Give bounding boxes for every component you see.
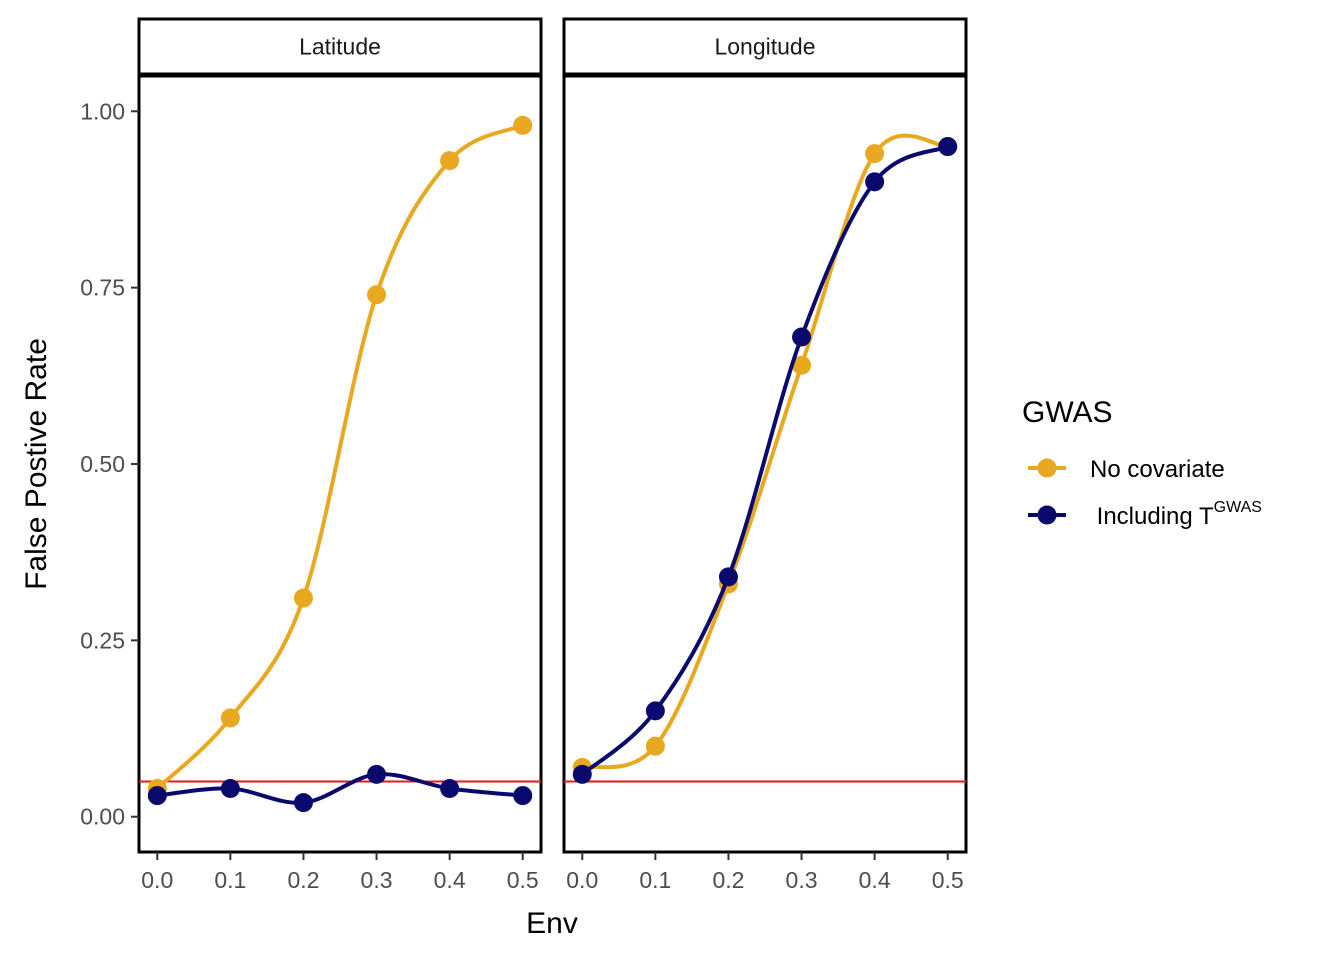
x-tick-label: 0.5 <box>507 867 539 893</box>
strip-label: Latitude <box>299 34 381 60</box>
data-point <box>367 285 387 305</box>
x-tick-label: 0.3 <box>786 867 818 893</box>
x-tick-label: 0.0 <box>141 867 173 893</box>
strip-box <box>562 17 968 76</box>
data-point <box>792 355 812 375</box>
data-point <box>865 144 885 164</box>
x-tick-label: 0.4 <box>859 867 891 893</box>
x-tick-label: 0.5 <box>932 867 964 893</box>
legend-label-superscript: GWAS <box>1214 499 1262 516</box>
legend-key-point <box>1037 505 1057 525</box>
legend-entry: Including TGWAS <box>1028 499 1262 530</box>
series-line <box>580 144 950 777</box>
data-point <box>718 567 738 587</box>
data-point <box>645 701 665 721</box>
legend-title: GWAS <box>1022 396 1113 429</box>
y-tick-label: 0.25 <box>80 627 125 653</box>
data-point <box>513 115 533 135</box>
y-tick-label: 0.75 <box>80 275 125 301</box>
x-tick-label: 0.2 <box>712 867 744 893</box>
data-point <box>938 137 958 157</box>
x-axis-title: Env <box>526 907 578 940</box>
series-line <box>155 123 525 791</box>
y-tick-label: 0.00 <box>80 804 125 830</box>
x-tick-label: 0.1 <box>214 867 246 893</box>
x-tick-label: 0.2 <box>287 867 319 893</box>
strip-box <box>137 17 543 76</box>
x-tick-label: 0.4 <box>434 867 466 893</box>
series-no-covariate <box>147 115 533 799</box>
series-including-t-gwas <box>147 764 533 813</box>
panel-latitude: Latitude 0.0 0.1 0.2 0.3 0.4 0.5 0.00 0.25 0.50 0.… <box>80 17 543 893</box>
series-line <box>155 772 525 805</box>
x-tick-label: 0.3 <box>361 867 393 893</box>
data-point <box>220 779 240 799</box>
data-point <box>293 588 313 608</box>
data-point <box>645 736 665 756</box>
legend-label: Including TGWAS <box>1090 499 1262 530</box>
data-point <box>792 327 812 347</box>
panel-longitude: Longitude 0.0 0.1 0.2 0.3 0.4 0.5 <box>562 17 968 893</box>
y-axis-title: False Postive Rate <box>20 338 53 590</box>
data-point <box>865 172 885 192</box>
legend-entry: No covariate <box>1028 456 1225 483</box>
data-point <box>572 764 592 784</box>
y-tick-label: 1.00 <box>80 98 125 124</box>
data-point <box>147 786 167 806</box>
strip-label: Longitude <box>714 34 815 60</box>
data-point <box>293 793 313 813</box>
x-tick-label: 0.1 <box>639 867 671 893</box>
panel-border <box>137 74 543 854</box>
data-point <box>513 786 533 806</box>
legend-key-point <box>1037 458 1057 478</box>
x-tick-label: 0.0 <box>566 867 598 893</box>
data-point <box>367 764 387 784</box>
data-point <box>220 708 240 728</box>
data-point <box>440 779 460 799</box>
data-point <box>440 151 460 171</box>
legend-label-main: Including T <box>1090 503 1214 530</box>
series-including-t-gwas <box>572 137 958 784</box>
legend-label: No covariate <box>1090 456 1225 483</box>
y-tick-label: 0.50 <box>80 451 125 477</box>
panel-border <box>562 74 968 854</box>
